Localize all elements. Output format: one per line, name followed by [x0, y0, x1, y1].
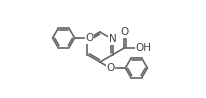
- Text: O: O: [106, 63, 115, 73]
- Text: O: O: [85, 33, 94, 43]
- Text: OH: OH: [135, 43, 151, 53]
- Text: N: N: [109, 34, 116, 44]
- Text: O: O: [120, 27, 128, 37]
